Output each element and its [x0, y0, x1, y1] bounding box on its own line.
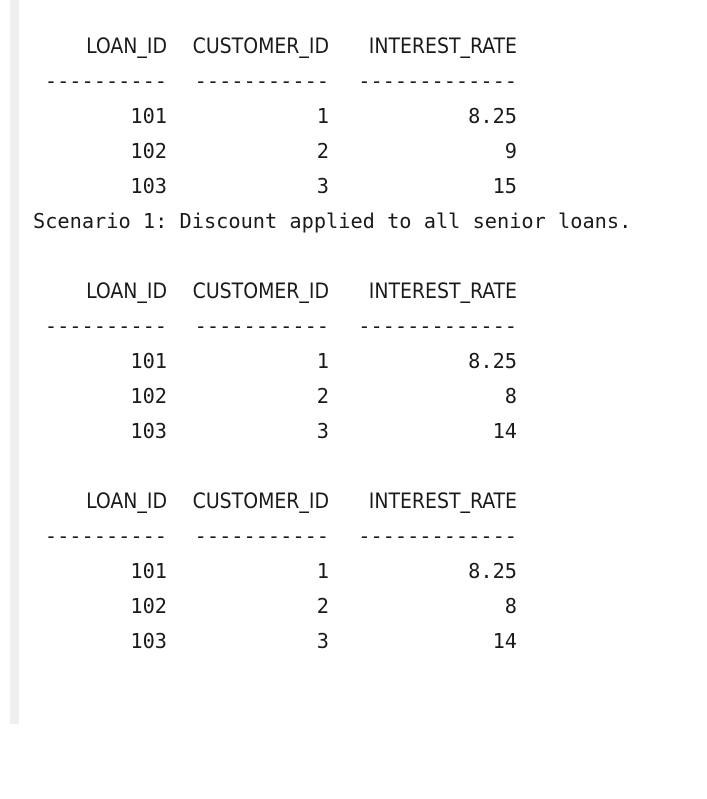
- cell-loan-id: 101: [130, 349, 167, 373]
- column-header-interest-rate: INTEREST_RATE: [368, 34, 517, 58]
- output-gutter: [10, 0, 19, 724]
- cell-loan-id: 102: [130, 139, 167, 163]
- cell-customer-id: 2: [316, 384, 329, 408]
- column-header-loan-id: LOAN_ID: [86, 489, 167, 513]
- cell-interest-rate: 15: [492, 174, 517, 198]
- cell-loan-id: 101: [130, 559, 167, 583]
- column-header-loan-id: LOAN_ID: [86, 34, 167, 58]
- table-separator-row: ---------- ----------- -------------: [33, 309, 707, 344]
- column-header-customer-id: CUSTOMER_ID: [192, 489, 329, 513]
- cell-loan-id: 103: [130, 629, 167, 653]
- separator: ----------: [44, 524, 167, 548]
- table-row: 102 2 9: [33, 134, 707, 169]
- cell-loan-id: 101: [130, 104, 167, 128]
- cell-loan-id: 102: [130, 384, 167, 408]
- separator: -------------: [358, 314, 517, 338]
- cell-interest-rate: 14: [492, 629, 517, 653]
- cell-interest-rate: 8.25: [468, 104, 517, 128]
- blank-line: [33, 449, 707, 484]
- cell-loan-id: 103: [130, 419, 167, 443]
- cell-interest-rate: 8: [504, 594, 517, 618]
- blank-line: [33, 239, 707, 274]
- message-line: Scenario 1: Discount applied to all seni…: [33, 204, 707, 239]
- table-row: 101 1 8.25: [33, 554, 707, 589]
- column-header-interest-rate: INTEREST_RATE: [368, 489, 517, 513]
- cell-loan-id: 103: [130, 174, 167, 198]
- separator: -------------: [358, 69, 517, 93]
- table-separator-row: ---------- ----------- -------------: [33, 64, 707, 99]
- table-row: 102 2 8: [33, 379, 707, 414]
- separator: ----------: [44, 69, 167, 93]
- table-row: 101 1 8.25: [33, 99, 707, 134]
- separator: -------------: [358, 524, 517, 548]
- cell-customer-id: 3: [316, 419, 329, 443]
- table-row: 102 2 8: [33, 589, 707, 624]
- cell-customer-id: 2: [316, 594, 329, 618]
- column-header-interest-rate: INTEREST_RATE: [368, 279, 517, 303]
- column-header-customer-id: CUSTOMER_ID: [192, 34, 329, 58]
- cell-customer-id: 1: [316, 349, 329, 373]
- table-separator-row: ---------- ----------- -------------: [33, 519, 707, 554]
- separator: -----------: [194, 524, 329, 548]
- cell-interest-rate: 8: [504, 384, 517, 408]
- cell-interest-rate: 8.25: [468, 349, 517, 373]
- table-header-row: LOAN_ID CUSTOMER_ID INTEREST_RATE: [33, 29, 707, 64]
- cell-interest-rate: 8.25: [468, 559, 517, 583]
- separator: ----------: [44, 314, 167, 338]
- column-header-loan-id: LOAN_ID: [86, 279, 167, 303]
- table-row: 101 1 8.25: [33, 344, 707, 379]
- cell-customer-id: 1: [316, 104, 329, 128]
- cell-interest-rate: 14: [492, 419, 517, 443]
- cell-customer-id: 2: [316, 139, 329, 163]
- table-header-row: LOAN_ID CUSTOMER_ID INTEREST_RATE: [33, 484, 707, 519]
- separator: -----------: [194, 69, 329, 93]
- cell-customer-id: 3: [316, 629, 329, 653]
- cell-loan-id: 102: [130, 594, 167, 618]
- cell-customer-id: 1: [316, 559, 329, 583]
- scenario-message: Scenario 1: Discount applied to all seni…: [33, 209, 632, 233]
- table-header-row: LOAN_ID CUSTOMER_ID INTEREST_RATE: [33, 274, 707, 309]
- cell-customer-id: 3: [316, 174, 329, 198]
- separator: -----------: [194, 314, 329, 338]
- table-row: 103 3 14: [33, 414, 707, 449]
- table-row: 103 3 14: [33, 624, 707, 659]
- query-output: LOAN_ID CUSTOMER_ID INTEREST_RATE ------…: [33, 29, 707, 659]
- column-header-customer-id: CUSTOMER_ID: [192, 279, 329, 303]
- table-row: 103 3 15: [33, 169, 707, 204]
- cell-interest-rate: 9: [504, 139, 517, 163]
